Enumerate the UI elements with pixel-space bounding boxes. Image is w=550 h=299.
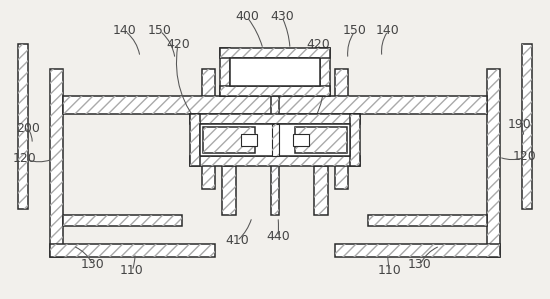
- Bar: [314, 166, 328, 215]
- Text: 430: 430: [270, 10, 294, 24]
- Bar: [320, 48, 330, 96]
- Bar: [522, 44, 532, 209]
- Bar: [203, 127, 255, 153]
- Text: 420: 420: [306, 37, 330, 51]
- Bar: [220, 48, 230, 96]
- Bar: [271, 96, 279, 215]
- Text: 150: 150: [343, 25, 367, 37]
- Bar: [50, 69, 63, 257]
- Bar: [335, 69, 348, 189]
- Text: 440: 440: [266, 231, 290, 243]
- Bar: [63, 215, 182, 226]
- Text: 120: 120: [13, 152, 37, 166]
- Text: 140: 140: [113, 25, 137, 37]
- Text: 400: 400: [235, 10, 259, 24]
- Bar: [522, 44, 532, 209]
- Text: 150: 150: [148, 25, 172, 37]
- Text: 110: 110: [378, 265, 402, 277]
- Bar: [220, 48, 330, 58]
- Text: 190: 190: [508, 118, 532, 130]
- Bar: [350, 114, 360, 166]
- Bar: [50, 69, 63, 257]
- Bar: [200, 124, 350, 156]
- Bar: [272, 124, 278, 156]
- Bar: [18, 44, 28, 209]
- Bar: [63, 96, 487, 114]
- Bar: [220, 48, 230, 96]
- Text: 410: 410: [225, 234, 249, 248]
- Bar: [230, 58, 320, 86]
- Bar: [320, 48, 330, 96]
- Bar: [295, 127, 347, 153]
- Bar: [314, 166, 328, 215]
- Bar: [203, 127, 255, 153]
- Text: 130: 130: [81, 259, 105, 271]
- Bar: [190, 156, 360, 166]
- Bar: [293, 134, 309, 146]
- Bar: [335, 69, 348, 189]
- Bar: [190, 114, 360, 124]
- Bar: [335, 244, 500, 257]
- Text: 420: 420: [166, 37, 190, 51]
- Bar: [222, 166, 236, 215]
- Bar: [241, 134, 257, 146]
- Bar: [50, 244, 215, 257]
- Bar: [220, 86, 330, 96]
- Bar: [272, 124, 278, 156]
- Bar: [350, 114, 360, 166]
- Text: 110: 110: [120, 265, 144, 277]
- Text: 120: 120: [513, 150, 537, 164]
- Bar: [190, 114, 360, 124]
- Bar: [487, 69, 500, 257]
- Bar: [335, 244, 500, 257]
- Bar: [487, 69, 500, 257]
- Bar: [190, 156, 360, 166]
- Bar: [18, 44, 28, 209]
- Bar: [63, 215, 182, 226]
- Bar: [220, 48, 330, 58]
- Bar: [190, 114, 200, 166]
- Text: 200: 200: [16, 123, 40, 135]
- Bar: [202, 69, 215, 189]
- Bar: [202, 69, 215, 189]
- Bar: [220, 86, 330, 96]
- Bar: [222, 166, 236, 215]
- Bar: [368, 215, 487, 226]
- Bar: [50, 244, 215, 257]
- Bar: [368, 215, 487, 226]
- Bar: [271, 96, 279, 215]
- Bar: [190, 114, 200, 166]
- Bar: [295, 127, 347, 153]
- Bar: [63, 96, 487, 114]
- Text: 130: 130: [408, 259, 432, 271]
- Text: 140: 140: [376, 25, 400, 37]
